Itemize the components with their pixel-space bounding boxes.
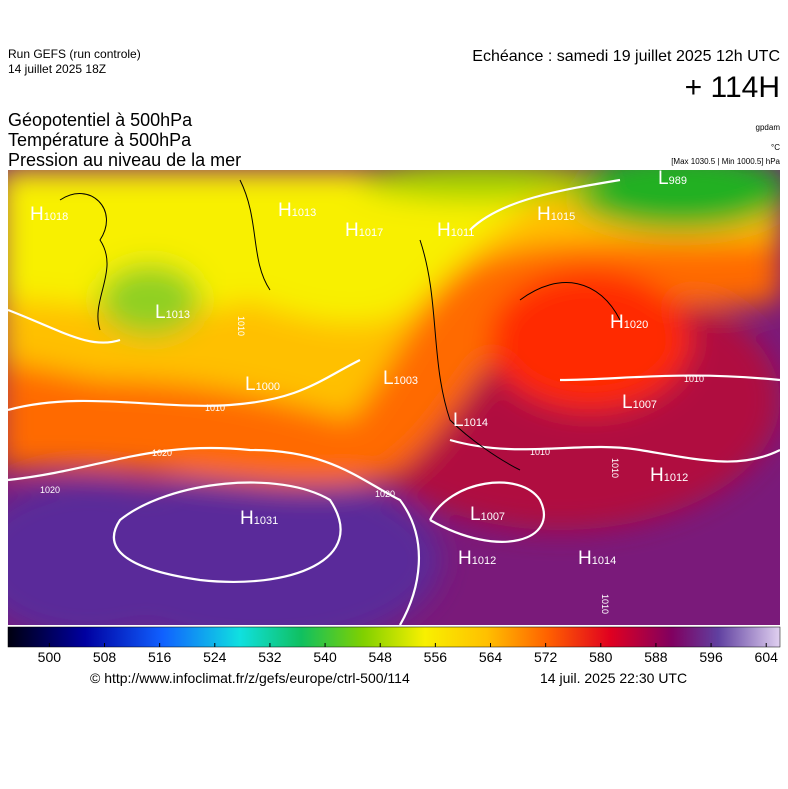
unit: gpdam [756,123,781,132]
colorbar-tick-label: 604 [755,649,779,665]
title: Pression au niveau de la mer [8,150,241,170]
pressure-center: H1020 [610,312,648,333]
lead: + 114H [685,71,780,104]
pressure-center: H1011 [437,220,474,241]
isobar-label: 1020 [40,485,60,495]
pressure-center: L989 [658,168,687,189]
colorbar-tick-label: 572 [534,649,558,665]
isobar-label: 1010 [236,316,246,336]
pressure-center: L1003 [383,368,418,389]
pressure-center: H1018 [30,204,68,225]
colorbar-tick-label: 532 [258,649,282,665]
run-date: 14 juillet 2025 18Z [8,62,106,76]
colorbar-tick-label: 596 [699,649,723,665]
colorbar-tick-label: 564 [479,649,503,665]
unit: °C [771,143,780,152]
title: Géopotentiel à 500hPa [8,110,193,130]
pressure-center: H1014 [578,548,616,569]
title: Température à 500hPa [8,130,192,150]
colorbar-tick-label: 588 [644,649,668,665]
pressure-center: H1012 [650,465,688,486]
isobar-label: 1010 [610,458,620,478]
echeance: Echéance : samedi 19 juillet 2025 12h UT… [472,48,780,65]
pressure-center: L1013 [155,302,190,323]
colorbar-tick-label: 548 [369,649,393,665]
run: Run GEFS (run controle) [8,47,141,61]
colorbar-tick-label: 508 [93,649,117,665]
isobar-label: 1010 [530,447,550,457]
unit: [Max 1030.5 | Min 1000.5] hPa [671,157,780,166]
pressure-center: H1012 [458,548,496,569]
colorbar [7,626,781,648]
colorbar-tick-label: 580 [589,649,613,665]
pressure-center: H1013 [278,200,316,221]
isobar-label: 1010 [684,374,704,384]
pressure-center: L1000 [245,374,280,395]
pressure-center: H1015 [537,204,575,225]
generated: 14 juil. 2025 22:30 UTC [540,670,687,686]
pressure-center: L1007 [470,504,505,525]
colorbar-tick-label: 524 [203,649,227,665]
colorbar-tick-label: 540 [313,649,337,665]
pressure-center: L1007 [622,392,657,413]
source: © http://www.infoclimat.fr/z/gefs/europe… [90,670,410,686]
pressure-center: L1014 [453,410,488,431]
isobar-label: 1020 [152,448,172,458]
pressure-center: H1031 [240,508,278,529]
colorbar-tick-label: 516 [148,649,172,665]
map [8,170,780,625]
isobar-label: 1020 [375,489,395,499]
isobar-label: 1010 [205,403,225,413]
pressure-center: H1017 [345,220,383,241]
colorbar-tick-label: 556 [424,649,448,665]
isobar-label: 1010 [600,594,610,614]
colorbar-tick-label: 500 [38,649,62,665]
